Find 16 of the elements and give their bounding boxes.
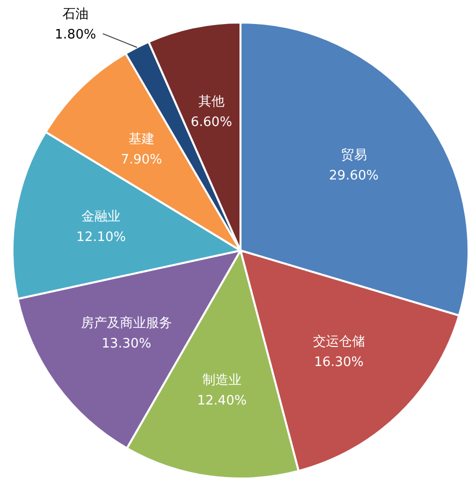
slice-label: 金融业 — [82, 209, 121, 224]
slice-label: 石油 — [62, 6, 88, 22]
data-label: 7.90% — [120, 152, 162, 168]
slice-label: 交运仓储 — [312, 333, 365, 350]
data-label: 29.60% — [329, 168, 379, 184]
data-label: 1.80% — [54, 27, 96, 42]
data-label: 12.10% — [76, 230, 126, 245]
slice-label: 制造业 — [202, 372, 242, 388]
data-label: 13.30% — [102, 336, 152, 352]
slice-label: 房产及商业服务 — [80, 315, 172, 332]
data-label: 12.40% — [197, 393, 247, 408]
data-label: 16.30% — [314, 354, 364, 370]
slice-label: 贸易 — [340, 148, 367, 164]
slice-label: 基建 — [128, 132, 154, 147]
data-label: 6.60% — [190, 114, 232, 130]
slice-label: 其他 — [198, 94, 224, 110]
